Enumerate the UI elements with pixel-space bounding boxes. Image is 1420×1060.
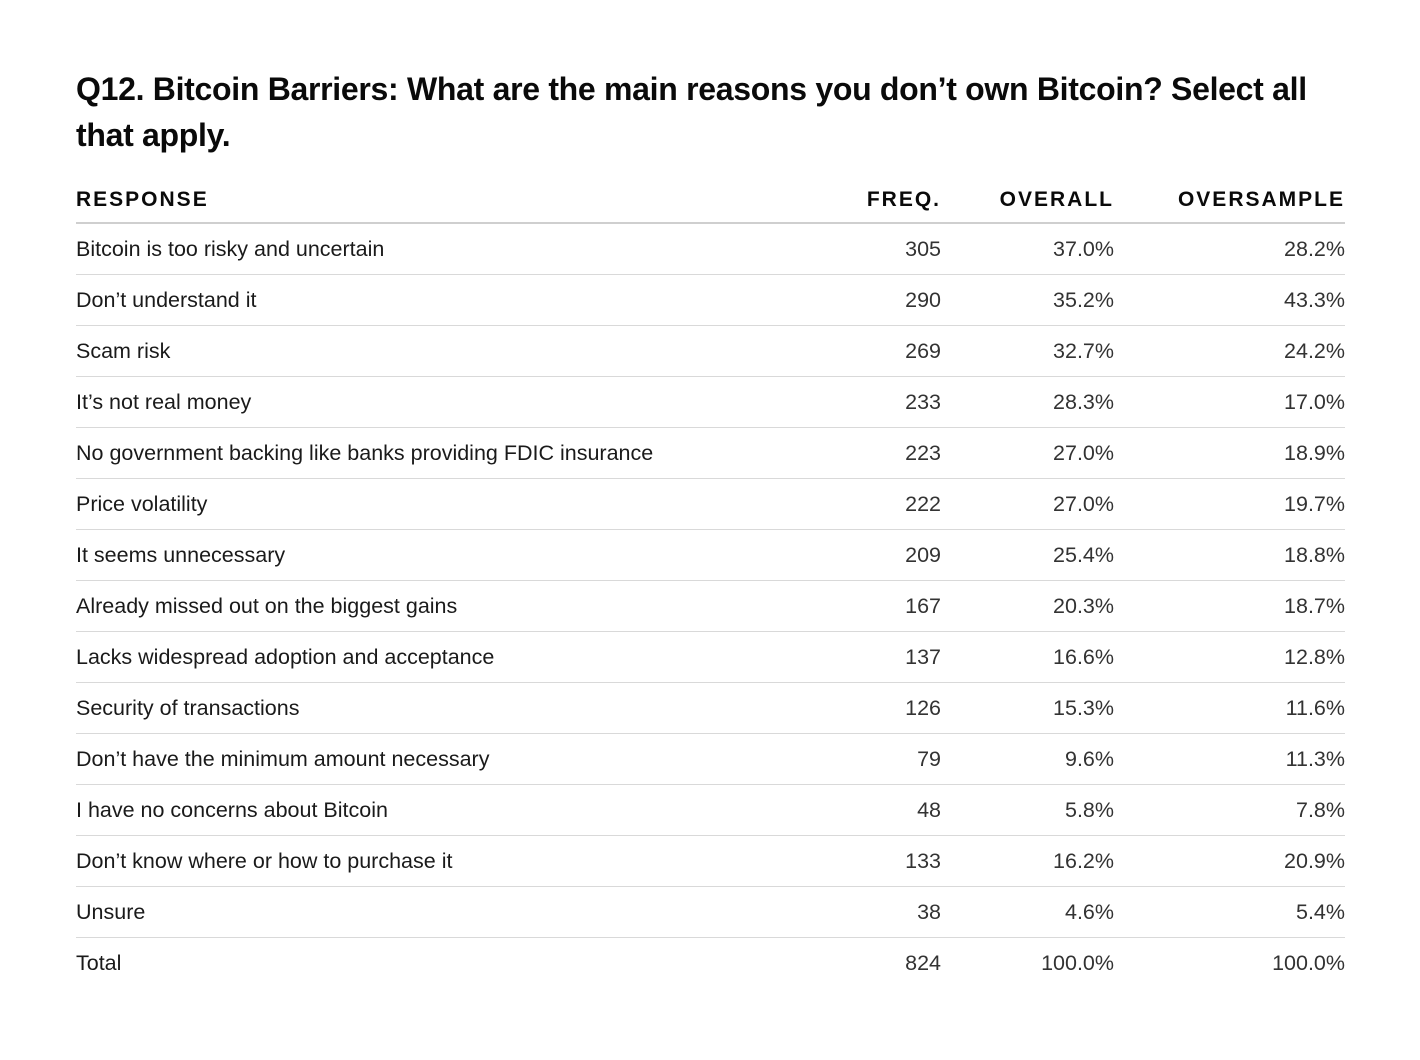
oversample-cell: 24.2% <box>1284 338 1345 363</box>
freq-cell: 305 <box>905 236 941 261</box>
table-row: Security of transactions 126 15.3% 11.6% <box>76 683 1345 734</box>
oversample-cell: 19.7% <box>1284 491 1345 516</box>
table-row: Price volatility 222 27.0% 19.7% <box>76 479 1345 530</box>
freq-cell: 233 <box>905 389 941 414</box>
overall-cell: 27.0% <box>1053 491 1114 516</box>
response-cell: Don’t understand it <box>76 287 257 312</box>
freq-cell: 209 <box>905 542 941 567</box>
overall-cell: 5.8% <box>1064 797 1114 822</box>
freq-cell: 167 <box>905 593 941 618</box>
oversample-cell: 7.8% <box>1295 797 1345 822</box>
response-cell: Lacks widespread adoption and acceptance <box>76 644 495 669</box>
table-row: Unsure 38 4.6% 5.4% <box>76 887 1345 938</box>
oversample-cell: 17.0% <box>1284 389 1345 414</box>
table-row: Don’t understand it 290 35.2% 43.3% <box>76 275 1345 326</box>
table-header-row: RESPONSE FREQ. OVERALL OVERSAMPLE <box>76 188 1345 224</box>
freq-cell: 137 <box>905 644 941 669</box>
header-response: RESPONSE <box>76 188 209 211</box>
overall-cell: 16.2% <box>1053 848 1114 873</box>
response-cell: It’s not real money <box>76 389 252 414</box>
page-title: Q12. Bitcoin Barriers: What are the main… <box>76 66 1345 158</box>
table-row: No government backing like banks providi… <box>76 428 1345 479</box>
table-row: Bitcoin is too risky and uncertain 305 37.… <box>76 224 1345 275</box>
oversample-cell: 5.4% <box>1295 899 1345 924</box>
response-cell: Don’t have the minimum amount necessary <box>76 746 490 771</box>
freq-cell: 222 <box>905 491 941 516</box>
response-cell: Total <box>76 950 122 975</box>
overall-cell: 28.3% <box>1053 389 1114 414</box>
response-cell: Security of transactions <box>76 695 300 720</box>
freq-cell: 223 <box>905 440 941 465</box>
overall-cell: 16.6% <box>1053 644 1114 669</box>
oversample-cell: 11.6% <box>1285 695 1345 720</box>
oversample-cell: 18.8% <box>1284 542 1345 567</box>
response-cell: Price volatility <box>76 491 208 516</box>
overall-cell: 37.0% <box>1053 236 1114 261</box>
overall-cell: 9.6% <box>1064 746 1114 771</box>
header-oversample: OVERSAMPLE <box>1177 188 1345 211</box>
oversample-cell: 12.8% <box>1284 644 1345 669</box>
overall-cell: 4.6% <box>1064 899 1114 924</box>
table-body: Bitcoin is too risky and uncertain 305 37.… <box>76 224 1345 988</box>
results-table: RESPONSE FREQ. OVERALL OVERSAMPLE Bitcoi… <box>76 188 1345 988</box>
survey-table-container: Q12. Bitcoin Barriers: What are the main… <box>76 66 1345 988</box>
freq-cell: 38 <box>917 899 941 924</box>
question-label: Q12. Bitcoin Barriers: <box>76 71 399 107</box>
oversample-cell: 11.3% <box>1285 746 1345 771</box>
overall-cell: 15.3% <box>1053 695 1114 720</box>
header-freq: FREQ. <box>866 188 941 211</box>
response-cell: Don’t know where or how to purchase it <box>76 848 453 873</box>
oversample-cell: 28.2% <box>1284 236 1345 261</box>
response-cell: I have no concerns about Bitcoin <box>76 797 388 822</box>
response-cell: Already missed out on the biggest gains <box>76 593 458 618</box>
overall-cell: 35.2% <box>1053 287 1114 312</box>
response-cell: Bitcoin is too risky and uncertain <box>76 236 385 261</box>
response-cell: Scam risk <box>76 338 171 363</box>
freq-cell: 48 <box>917 797 941 822</box>
freq-cell: 290 <box>905 287 941 312</box>
table-row: Lacks widespread adoption and acceptance… <box>76 632 1345 683</box>
table-total-row: Total 824 100.0% 100.0% <box>76 938 1345 988</box>
response-cell: It seems unnecessary <box>76 542 286 567</box>
overall-cell: 20.3% <box>1053 593 1114 618</box>
oversample-cell: 100.0% <box>1272 950 1345 975</box>
table-row: It’s not real money 233 28.3% 17.0% <box>76 377 1345 428</box>
question-text: What are the main reasons you don’t own … <box>76 71 1307 153</box>
oversample-cell: 18.7% <box>1284 593 1345 618</box>
table-row: Don’t have the minimum amount necessary 7… <box>76 734 1345 785</box>
response-cell: Unsure <box>76 899 146 924</box>
overall-cell: 32.7% <box>1053 338 1114 363</box>
response-cell: No government backing like banks providi… <box>76 440 654 465</box>
table-row: It seems unnecessary 209 25.4% 18.8% <box>76 530 1345 581</box>
table-row: I have no concerns about Bitcoin 48 5.8% 7.… <box>76 785 1345 836</box>
freq-cell: 269 <box>905 338 941 363</box>
freq-cell: 126 <box>905 695 941 720</box>
oversample-cell: 20.9% <box>1284 848 1345 873</box>
freq-cell: 824 <box>905 950 941 975</box>
table-row: Don’t know where or how to purchase it 13… <box>76 836 1345 887</box>
oversample-cell: 18.9% <box>1284 440 1345 465</box>
oversample-cell: 43.3% <box>1284 287 1345 312</box>
header-overall: OVERALL <box>999 188 1114 211</box>
freq-cell: 79 <box>917 746 941 771</box>
freq-cell: 133 <box>905 848 941 873</box>
overall-cell: 100.0% <box>1041 950 1114 975</box>
overall-cell: 27.0% <box>1053 440 1114 465</box>
table-row: Scam risk 269 32.7% 24.2% <box>76 326 1345 377</box>
overall-cell: 25.4% <box>1053 542 1114 567</box>
table-row: Already missed out on the biggest gains 1… <box>76 581 1345 632</box>
